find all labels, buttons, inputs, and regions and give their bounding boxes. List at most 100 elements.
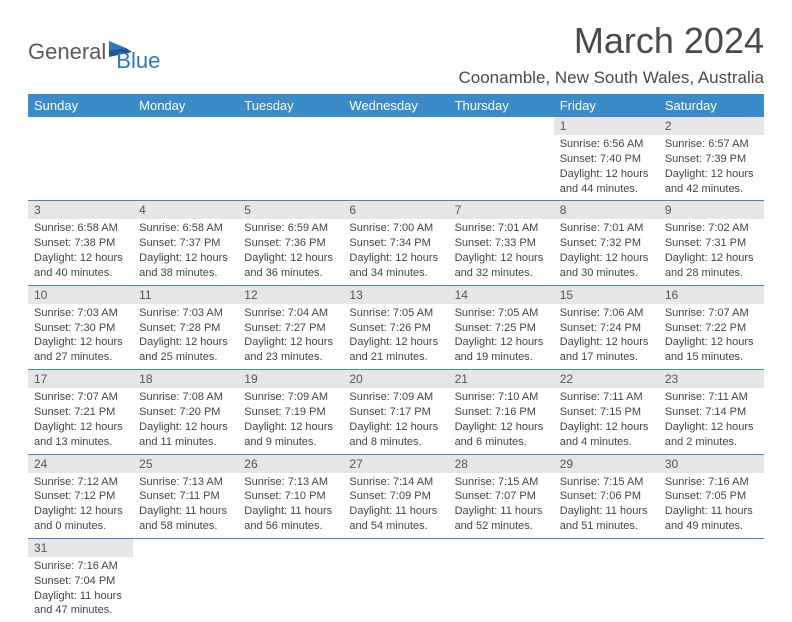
calendar-cell: 14Sunrise: 7:05 AMSunset: 7:25 PMDayligh… xyxy=(449,285,554,369)
weekday-header-row: Sunday Monday Tuesday Wednesday Thursday… xyxy=(28,94,764,117)
day-number: 24 xyxy=(28,455,133,473)
day-number: 8 xyxy=(554,201,659,219)
day-number: 31 xyxy=(28,539,133,557)
calendar-cell: 26Sunrise: 7:13 AMSunset: 7:10 PMDayligh… xyxy=(238,454,343,538)
day-number: 7 xyxy=(449,201,554,219)
day-number: 2 xyxy=(659,117,764,135)
calendar-cell xyxy=(449,117,554,201)
logo: General Blue xyxy=(28,30,160,74)
day-number: 12 xyxy=(238,286,343,304)
day-info: Sunrise: 6:59 AMSunset: 7:36 PMDaylight:… xyxy=(238,219,343,284)
calendar-body: 1Sunrise: 6:56 AMSunset: 7:40 PMDaylight… xyxy=(28,117,764,622)
calendar-cell: 21Sunrise: 7:10 AMSunset: 7:16 PMDayligh… xyxy=(449,370,554,454)
logo-text-1: General xyxy=(28,39,106,65)
calendar-cell: 28Sunrise: 7:15 AMSunset: 7:07 PMDayligh… xyxy=(449,454,554,538)
calendar-week-row: 3Sunrise: 6:58 AMSunset: 7:38 PMDaylight… xyxy=(28,201,764,285)
calendar-week-row: 1Sunrise: 6:56 AMSunset: 7:40 PMDaylight… xyxy=(28,117,764,201)
day-number: 27 xyxy=(343,455,448,473)
weekday-header: Thursday xyxy=(449,94,554,117)
day-info: Sunrise: 7:16 AMSunset: 7:04 PMDaylight:… xyxy=(28,557,133,622)
title-block: March 2024 Coonamble, New South Wales, A… xyxy=(458,20,764,88)
calendar-cell: 13Sunrise: 7:05 AMSunset: 7:26 PMDayligh… xyxy=(343,285,448,369)
day-number: 11 xyxy=(133,286,238,304)
day-number: 25 xyxy=(133,455,238,473)
calendar-cell xyxy=(133,538,238,622)
calendar-cell: 9Sunrise: 7:02 AMSunset: 7:31 PMDaylight… xyxy=(659,201,764,285)
day-info: Sunrise: 7:09 AMSunset: 7:17 PMDaylight:… xyxy=(343,388,448,453)
day-info: Sunrise: 7:08 AMSunset: 7:20 PMDaylight:… xyxy=(133,388,238,453)
day-info: Sunrise: 7:11 AMSunset: 7:14 PMDaylight:… xyxy=(659,388,764,453)
day-number: 19 xyxy=(238,370,343,388)
day-info: Sunrise: 7:04 AMSunset: 7:27 PMDaylight:… xyxy=(238,304,343,369)
calendar-cell: 22Sunrise: 7:11 AMSunset: 7:15 PMDayligh… xyxy=(554,370,659,454)
day-info: Sunrise: 7:02 AMSunset: 7:31 PMDaylight:… xyxy=(659,219,764,284)
calendar-cell: 5Sunrise: 6:59 AMSunset: 7:36 PMDaylight… xyxy=(238,201,343,285)
day-number: 13 xyxy=(343,286,448,304)
day-info: Sunrise: 7:03 AMSunset: 7:30 PMDaylight:… xyxy=(28,304,133,369)
day-info: Sunrise: 7:06 AMSunset: 7:24 PMDaylight:… xyxy=(554,304,659,369)
calendar-cell: 8Sunrise: 7:01 AMSunset: 7:32 PMDaylight… xyxy=(554,201,659,285)
calendar-week-row: 17Sunrise: 7:07 AMSunset: 7:21 PMDayligh… xyxy=(28,370,764,454)
calendar-cell: 7Sunrise: 7:01 AMSunset: 7:33 PMDaylight… xyxy=(449,201,554,285)
calendar-cell: 4Sunrise: 6:58 AMSunset: 7:37 PMDaylight… xyxy=(133,201,238,285)
day-info: Sunrise: 7:00 AMSunset: 7:34 PMDaylight:… xyxy=(343,219,448,284)
calendar-cell xyxy=(238,117,343,201)
calendar-cell: 10Sunrise: 7:03 AMSunset: 7:30 PMDayligh… xyxy=(28,285,133,369)
calendar-cell: 6Sunrise: 7:00 AMSunset: 7:34 PMDaylight… xyxy=(343,201,448,285)
calendar-week-row: 10Sunrise: 7:03 AMSunset: 7:30 PMDayligh… xyxy=(28,285,764,369)
calendar-cell xyxy=(238,538,343,622)
calendar-cell: 20Sunrise: 7:09 AMSunset: 7:17 PMDayligh… xyxy=(343,370,448,454)
day-info: Sunrise: 7:15 AMSunset: 7:06 PMDaylight:… xyxy=(554,473,659,538)
calendar-cell xyxy=(28,117,133,201)
day-number: 28 xyxy=(449,455,554,473)
weekday-header: Friday xyxy=(554,94,659,117)
day-number: 1 xyxy=(554,117,659,135)
calendar-week-row: 24Sunrise: 7:12 AMSunset: 7:12 PMDayligh… xyxy=(28,454,764,538)
logo-text-2: Blue xyxy=(116,48,160,73)
day-info: Sunrise: 7:10 AMSunset: 7:16 PMDaylight:… xyxy=(449,388,554,453)
calendar-cell: 30Sunrise: 7:16 AMSunset: 7:05 PMDayligh… xyxy=(659,454,764,538)
day-number: 18 xyxy=(133,370,238,388)
day-number: 14 xyxy=(449,286,554,304)
day-number: 30 xyxy=(659,455,764,473)
day-number: 5 xyxy=(238,201,343,219)
day-info: Sunrise: 7:09 AMSunset: 7:19 PMDaylight:… xyxy=(238,388,343,453)
calendar-cell xyxy=(133,117,238,201)
calendar-cell xyxy=(659,538,764,622)
calendar-cell xyxy=(554,538,659,622)
day-number: 22 xyxy=(554,370,659,388)
day-number: 3 xyxy=(28,201,133,219)
calendar-cell: 17Sunrise: 7:07 AMSunset: 7:21 PMDayligh… xyxy=(28,370,133,454)
calendar-cell xyxy=(343,117,448,201)
day-info: Sunrise: 7:01 AMSunset: 7:33 PMDaylight:… xyxy=(449,219,554,284)
day-info: Sunrise: 6:58 AMSunset: 7:38 PMDaylight:… xyxy=(28,219,133,284)
day-info: Sunrise: 7:03 AMSunset: 7:28 PMDaylight:… xyxy=(133,304,238,369)
day-number: 9 xyxy=(659,201,764,219)
calendar-cell: 15Sunrise: 7:06 AMSunset: 7:24 PMDayligh… xyxy=(554,285,659,369)
day-info: Sunrise: 7:01 AMSunset: 7:32 PMDaylight:… xyxy=(554,219,659,284)
day-info: Sunrise: 7:11 AMSunset: 7:15 PMDaylight:… xyxy=(554,388,659,453)
weekday-header: Wednesday xyxy=(343,94,448,117)
day-info: Sunrise: 6:57 AMSunset: 7:39 PMDaylight:… xyxy=(659,135,764,200)
day-number: 15 xyxy=(554,286,659,304)
calendar-cell: 31Sunrise: 7:16 AMSunset: 7:04 PMDayligh… xyxy=(28,538,133,622)
calendar-cell xyxy=(343,538,448,622)
weekday-header: Monday xyxy=(133,94,238,117)
calendar-cell: 29Sunrise: 7:15 AMSunset: 7:06 PMDayligh… xyxy=(554,454,659,538)
calendar-cell xyxy=(449,538,554,622)
calendar-cell: 25Sunrise: 7:13 AMSunset: 7:11 PMDayligh… xyxy=(133,454,238,538)
day-number: 29 xyxy=(554,455,659,473)
day-info: Sunrise: 7:12 AMSunset: 7:12 PMDaylight:… xyxy=(28,473,133,538)
calendar-cell: 2Sunrise: 6:57 AMSunset: 7:39 PMDaylight… xyxy=(659,117,764,201)
location-label: Coonamble, New South Wales, Australia xyxy=(458,68,764,88)
day-info: Sunrise: 7:05 AMSunset: 7:26 PMDaylight:… xyxy=(343,304,448,369)
calendar-cell: 23Sunrise: 7:11 AMSunset: 7:14 PMDayligh… xyxy=(659,370,764,454)
calendar-cell: 18Sunrise: 7:08 AMSunset: 7:20 PMDayligh… xyxy=(133,370,238,454)
calendar-cell: 1Sunrise: 6:56 AMSunset: 7:40 PMDaylight… xyxy=(554,117,659,201)
day-info: Sunrise: 7:14 AMSunset: 7:09 PMDaylight:… xyxy=(343,473,448,538)
day-info: Sunrise: 7:13 AMSunset: 7:11 PMDaylight:… xyxy=(133,473,238,538)
day-info: Sunrise: 7:15 AMSunset: 7:07 PMDaylight:… xyxy=(449,473,554,538)
weekday-header: Saturday xyxy=(659,94,764,117)
calendar-table: Sunday Monday Tuesday Wednesday Thursday… xyxy=(28,94,764,622)
calendar-week-row: 31Sunrise: 7:16 AMSunset: 7:04 PMDayligh… xyxy=(28,538,764,622)
